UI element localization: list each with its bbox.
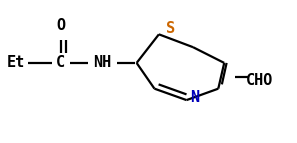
Text: Et: Et xyxy=(7,55,26,70)
Text: O: O xyxy=(56,18,65,33)
Text: N: N xyxy=(190,90,199,105)
Text: S: S xyxy=(166,21,175,36)
Text: C: C xyxy=(56,55,65,70)
Text: NH: NH xyxy=(93,55,112,70)
Text: CHO: CHO xyxy=(246,73,274,88)
